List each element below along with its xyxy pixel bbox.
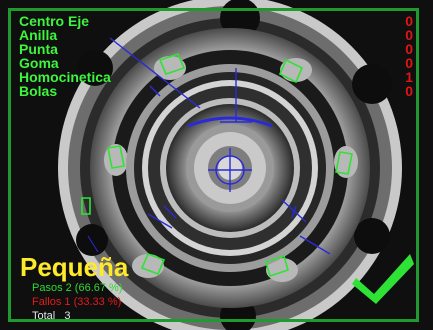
label-homocinetica: Homocinetica [19,69,111,85]
total-label: Total [32,310,56,322]
counter-goma: 0 [405,55,413,71]
label-punta: Punta [19,41,58,57]
counter-anilla: 0 [405,27,413,43]
counter-bolas: 0 [405,83,413,99]
label-goma: Goma [19,55,59,71]
fail-count: Fallos 1 (33.33 %) [32,296,122,308]
counter-homocinetica: 1 [405,69,413,85]
label-anilla: Anilla [19,27,58,43]
total-value: 3 [64,310,71,322]
checkmark-icon [352,254,414,304]
pass-count: Pasos 2 (66.67 %) [32,282,123,294]
counter-centro-eje: 0 [405,13,413,29]
label-centro-eje: Centro Eje [19,13,90,29]
label-bolas: Bolas [19,83,58,99]
model-name: Pequeña [20,252,129,282]
total-count: Total 3 [32,311,71,322]
counter-punta: 0 [405,41,413,57]
